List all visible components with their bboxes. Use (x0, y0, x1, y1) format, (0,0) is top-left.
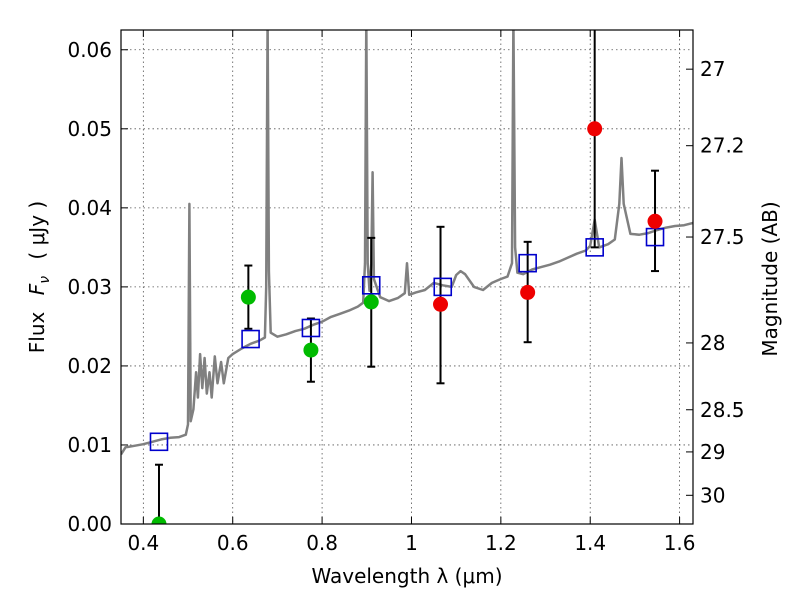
y2-tick-label: 27 (700, 57, 725, 81)
model-photometry-square (585, 238, 604, 257)
y-axis-label-subscript: ν (37, 276, 53, 284)
red-data-point (587, 121, 603, 137)
x-tick-label: 0.8 (306, 531, 338, 555)
model-photometry-square (301, 318, 321, 338)
x-axis-label: Wavelength λ (μm) (311, 564, 502, 588)
y2-tick-label: 28 (700, 331, 725, 355)
x-tick-label: 0.4 (127, 531, 159, 555)
y-tick-label: 0.05 (67, 117, 112, 141)
x-tick-label: 1.4 (574, 531, 606, 555)
y-axis-label: Flux Fν ( μJy ) (25, 201, 54, 353)
y2-tick-label: 29 (700, 440, 725, 464)
y-tick-label: 0.06 (67, 38, 112, 62)
y-tick-label: 0.01 (67, 433, 112, 457)
red-data-point (647, 213, 663, 229)
x-tick-label: 1 (405, 531, 418, 555)
y-axis-label-prefix: Flux (25, 311, 49, 353)
model-photometry-square (518, 253, 537, 273)
green-data-point (303, 342, 319, 358)
model-photometry-square (433, 277, 453, 297)
x-tick-label: 1.2 (485, 531, 517, 555)
green-data-point (151, 516, 167, 524)
model-photometry-square (241, 329, 260, 349)
y-axis-label-unit: ( μJy ) (25, 201, 49, 260)
y-tick-label: 0.04 (67, 196, 112, 220)
y2-axis-label: Magnitude (AB) (758, 201, 782, 356)
x-tick-label: 0.6 (217, 531, 249, 555)
y-tick-label: 0.00 (67, 512, 112, 536)
svg-text:Flux Fν ( μJy ): Flux Fν ( μJy ) (25, 201, 54, 353)
points (149, 121, 665, 524)
ticks: 0.4 0.6 0.8 1 1.2 1.4 1.6 0.00 0.01 0.02 0.03 0.04 0… (67, 30, 745, 555)
green-data-point (363, 294, 379, 310)
model-photometry-square (149, 432, 169, 452)
y2-tick-label: 27.2 (700, 134, 745, 158)
y2-tick-label: 30 (700, 483, 725, 507)
y-tick-label: 0.03 (67, 275, 112, 299)
red-data-point (520, 284, 536, 300)
plot-frame (120, 29, 694, 525)
green-data-point (240, 289, 256, 305)
red-data-point (433, 296, 449, 312)
y2-tick-label: 28.5 (700, 398, 745, 422)
y-tick-label: 0.02 (67, 354, 112, 378)
y2-tick-label: 27.5 (700, 225, 745, 249)
y-axis-label-symbol: F (25, 283, 49, 295)
x-tick-label: 1.6 (664, 531, 696, 555)
model-photometry-square (361, 275, 381, 295)
